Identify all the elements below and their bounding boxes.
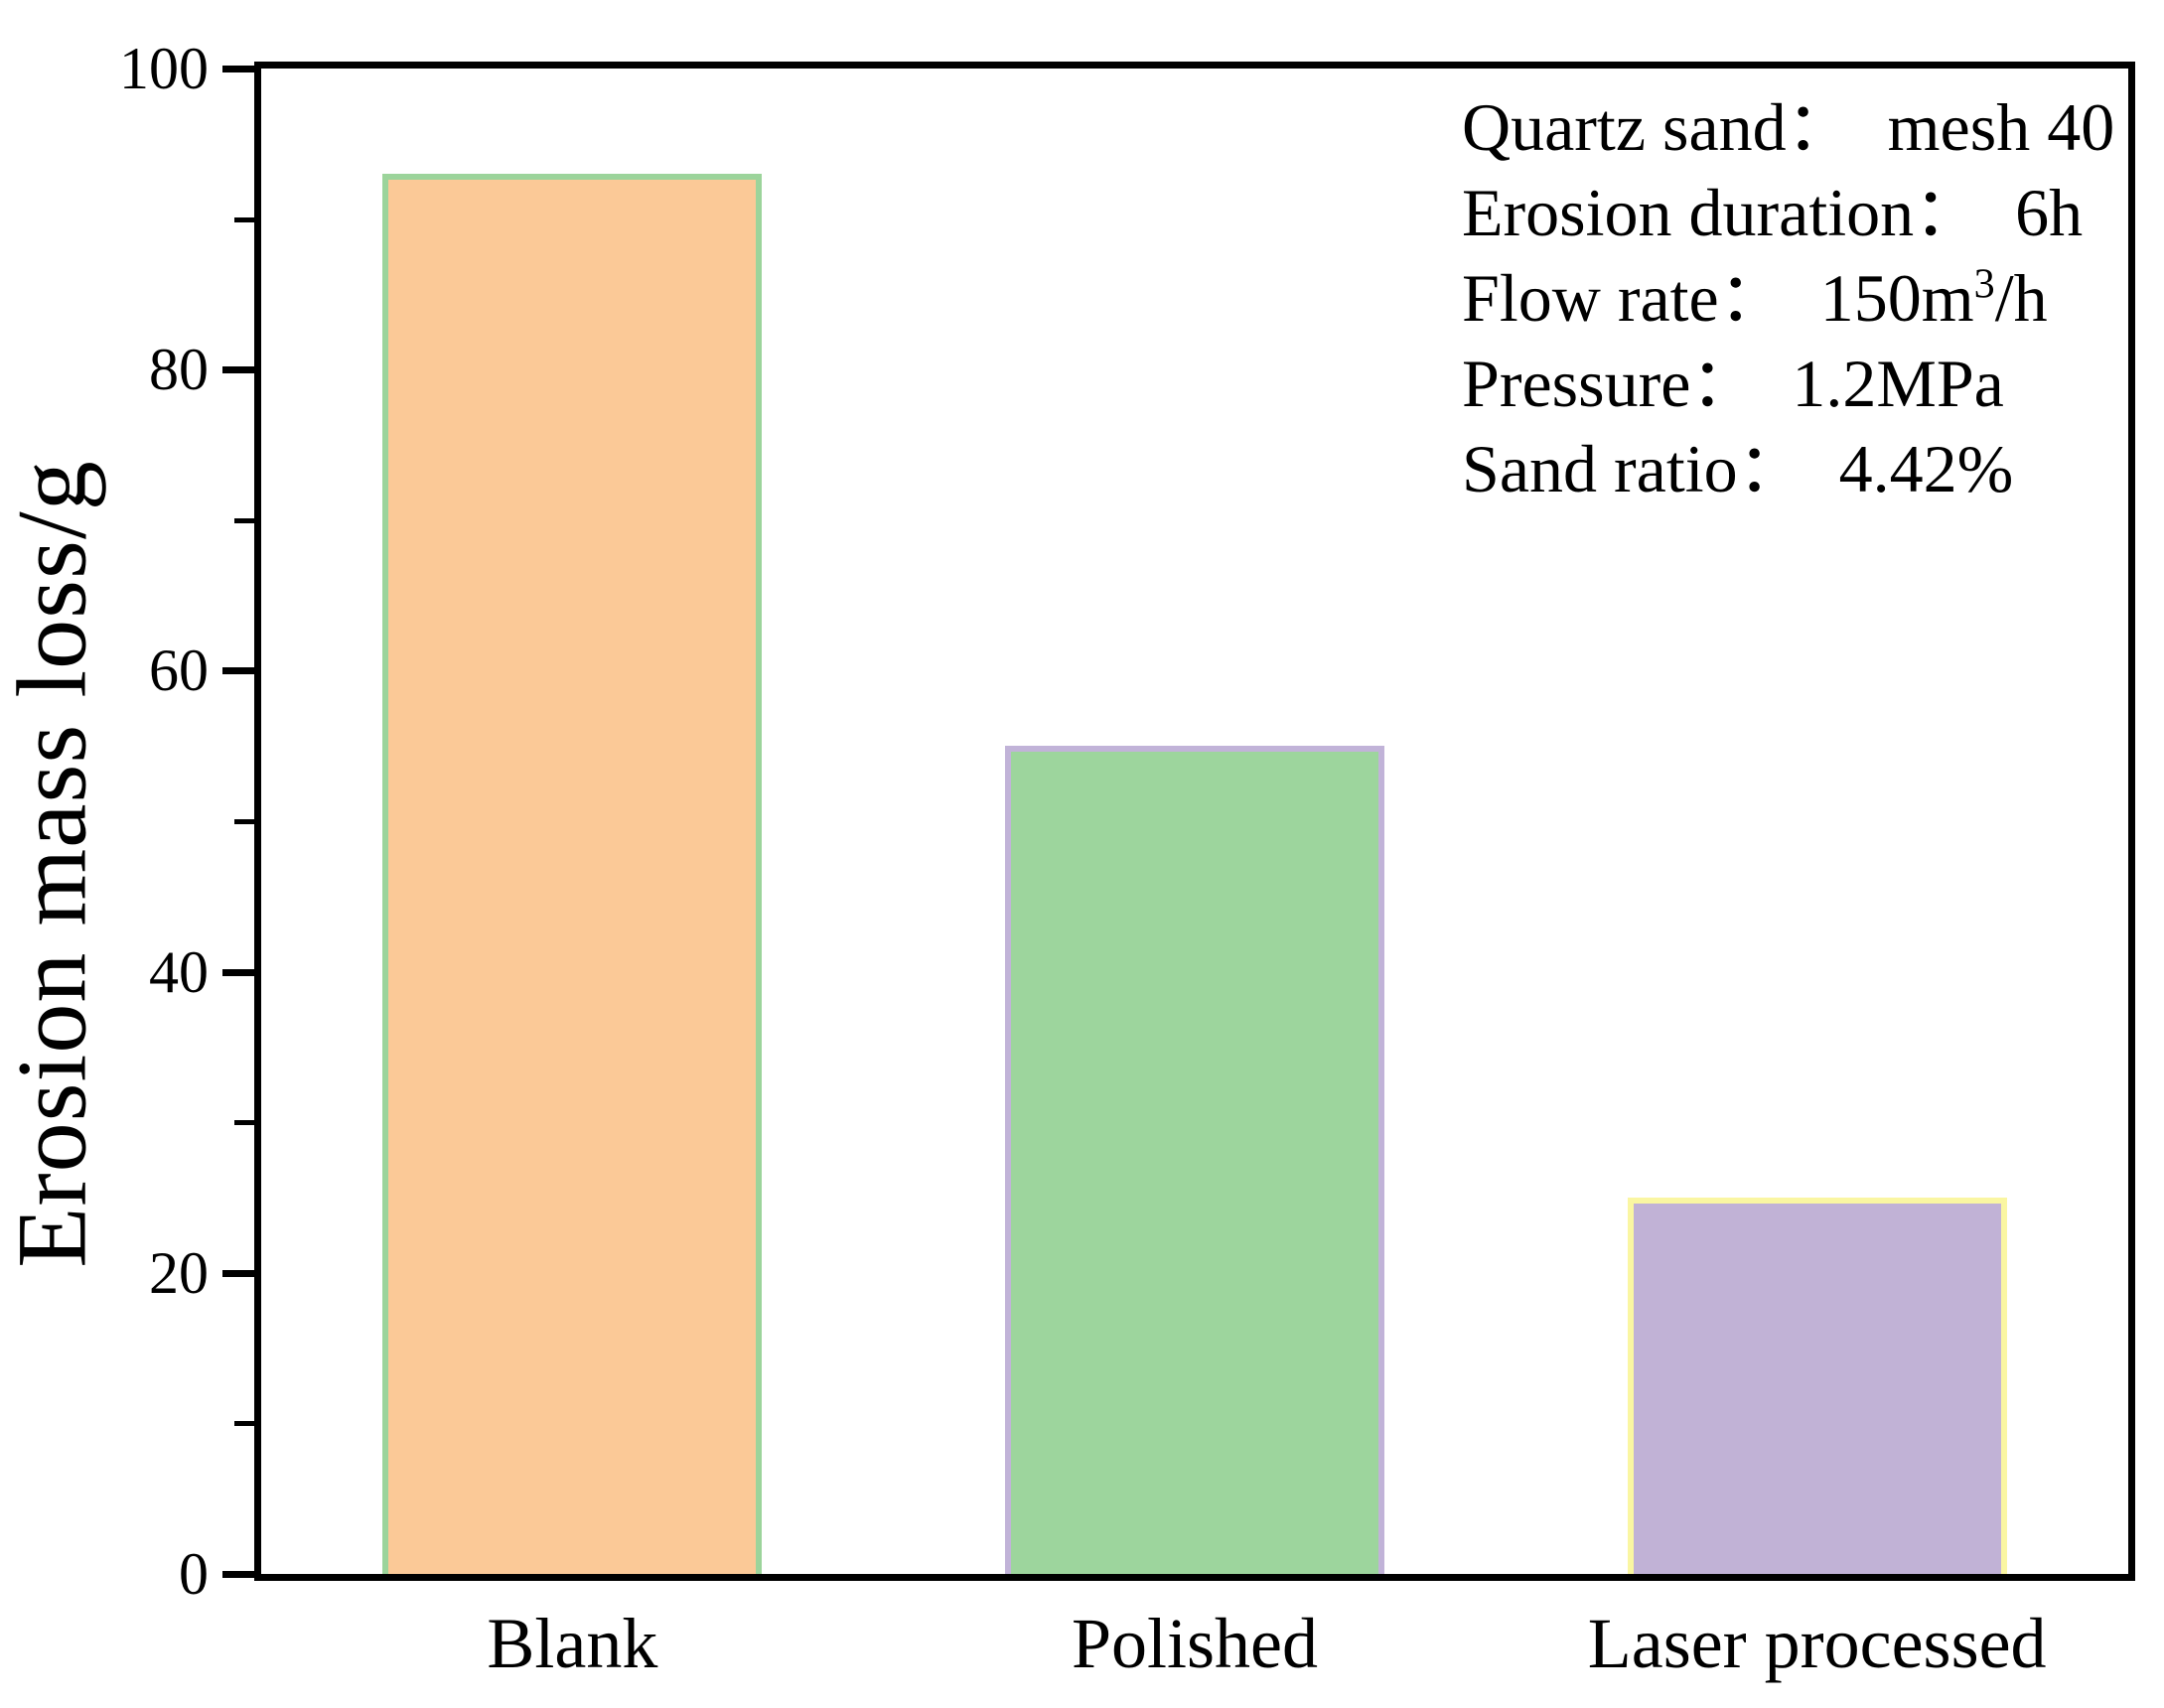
annotation-line-2: Erosion duration： 6h (1462, 175, 2084, 250)
y-tick-label-20: 20 (149, 1239, 209, 1306)
y-major-tick-60 (222, 667, 254, 675)
plot-area (254, 62, 2135, 1581)
x-category-label-laser-processed: Laser processed (1587, 1604, 2047, 1683)
bar-laser-processed (1627, 1198, 2007, 1574)
y-major-tick-80 (222, 366, 254, 374)
annotation-line-5: Sand ratio： 4.42% (1462, 431, 2014, 506)
y-major-tick-40 (222, 968, 254, 976)
bar-blank (382, 174, 763, 1574)
y-minor-tick-90 (234, 216, 254, 222)
y-minor-tick-50 (234, 819, 254, 824)
y-tick-label-100: 100 (119, 36, 209, 101)
y-major-tick-20 (222, 1269, 254, 1277)
x-category-label-polished: Polished (1071, 1604, 1319, 1683)
y-minor-tick-10 (234, 1421, 254, 1427)
y-tick-label-80: 80 (149, 337, 209, 403)
y-axis-title: Erosion mass loss/g (0, 460, 107, 1268)
y-major-tick-100 (222, 66, 254, 72)
y-tick-label-40: 40 (149, 938, 209, 1005)
test-conditions-annotation: Quartz sand： mesh 40 Erosion duration： 6h… (1462, 84, 2114, 511)
x-category-label-blank: Blank (487, 1604, 658, 1683)
annotation-line-4: Pressure： 1.2MPa (1462, 346, 2004, 421)
y-tick-label-0: 0 (179, 1541, 209, 1607)
annotation-line-1: Quartz sand： mesh 40 (1462, 89, 2115, 165)
y-minor-tick-30 (234, 1120, 254, 1126)
bar-polished (1004, 746, 1384, 1574)
annotation-line-3: Flow rate： 150m3/h (1462, 260, 2048, 336)
y-major-tick-0 (222, 1571, 254, 1578)
y-tick-label-60: 60 (149, 638, 209, 704)
y-minor-tick-70 (234, 517, 254, 523)
